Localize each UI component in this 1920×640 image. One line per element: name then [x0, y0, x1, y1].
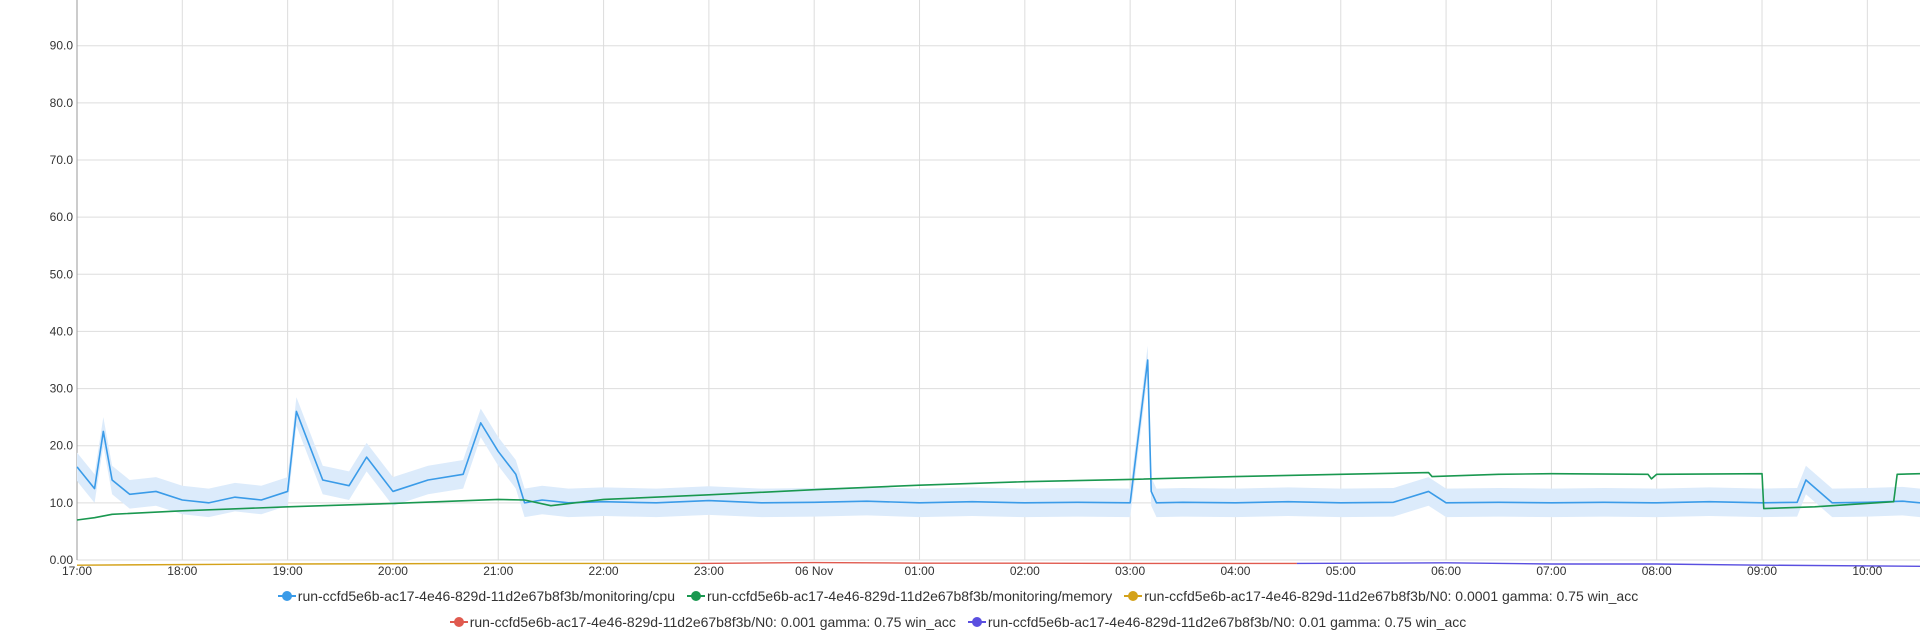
- legend-marker-n0-001: [449, 617, 468, 627]
- legend-label-memory: run-ccfd5e6b-ac17-4e46-829d-11d2e67b8f3b…: [707, 588, 1113, 604]
- legend-label-cpu: run-ccfd5e6b-ac17-4e46-829d-11d2e67b8f3b…: [297, 588, 676, 604]
- x-tick-label: 06:00: [1431, 564, 1461, 578]
- y-tick-label: 70.0: [50, 153, 74, 167]
- y-tick-label: 30.0: [50, 382, 74, 396]
- y-tick-label: 80.0: [50, 96, 74, 110]
- x-tick-label: 20:00: [378, 564, 408, 578]
- legend-row-2: run-ccfd5e6b-ac17-4e46-829d-11d2e67b8f3b…: [0, 614, 1920, 630]
- plot-area: 0.00 10.0 20.0 30.0 40.0 50.0 60.0 70.0 80.0 90.0…: [50, 0, 1920, 578]
- x-tick-label: 17:00: [62, 564, 92, 578]
- legend-marker-memory: [687, 591, 706, 601]
- legend-marker-cpu: [277, 591, 296, 601]
- series-line-n0_01: [1296, 562, 1920, 567]
- legend-item-cpu[interactable]: run-ccfd5e6b-ac17-4e46-829d-11d2e67b8f3b…: [277, 588, 676, 604]
- y-axis-ticks: 0.00 10.0 20.0 30.0 40.0 50.0 60.0 70.0 80.0 90.0: [50, 39, 74, 567]
- cpu-variance-band: [77, 345, 1920, 518]
- x-tick-label: 03:00: [1115, 564, 1145, 578]
- x-tick-label: 09:00: [1747, 564, 1777, 578]
- grid: [76, 0, 1920, 561]
- x-axis-ticks: 17:00 18:00 19:00 20:00 21:00 22:00 23:00 06 No…: [62, 564, 1883, 578]
- series-line-n0_0001: [76, 562, 701, 566]
- series-line-cpu: [76, 359, 1920, 504]
- y-tick-label: 60.0: [50, 210, 74, 224]
- x-tick-label: 18:00: [167, 564, 197, 578]
- y-tick-label: 90.0: [50, 39, 74, 53]
- x-tick-label: 07:00: [1536, 564, 1566, 578]
- x-tick-label: 21:00: [483, 564, 513, 578]
- x-tick-label: 02:00: [1010, 564, 1040, 578]
- x-tick-label: 10:00: [1852, 564, 1882, 578]
- legend-item-n0-01[interactable]: run-ccfd5e6b-ac17-4e46-829d-11d2e67b8f3b…: [967, 614, 1467, 630]
- series-lines: [76, 359, 1920, 567]
- cpu-band: [77, 345, 1920, 518]
- legend-label-n0-0001: run-ccfd5e6b-ac17-4e46-829d-11d2e67b8f3b…: [1144, 588, 1639, 604]
- legend-marker-n0-0001: [1124, 591, 1143, 601]
- legend-item-n0-0001[interactable]: run-ccfd5e6b-ac17-4e46-829d-11d2e67b8f3b…: [1124, 588, 1639, 604]
- y-tick-label: 20.0: [50, 439, 74, 453]
- y-tick-label: 40.0: [50, 324, 74, 338]
- series-line-n0_001: [700, 561, 1297, 565]
- x-tick-label: 04:00: [1220, 564, 1250, 578]
- series-line-memory: [76, 471, 1920, 521]
- y-tick-label: 10.0: [50, 496, 74, 510]
- x-tick-label: 08:00: [1642, 564, 1672, 578]
- legend-item-memory[interactable]: run-ccfd5e6b-ac17-4e46-829d-11d2e67b8f3b…: [687, 588, 1113, 604]
- y-tick-label: 0.00: [50, 553, 74, 567]
- legend-marker-n0-01: [967, 617, 986, 627]
- x-tick-label: 05:00: [1326, 564, 1356, 578]
- x-tick-label: 01:00: [904, 564, 934, 578]
- x-tick-label: 06 Nov: [795, 564, 833, 578]
- legend-row-1: run-ccfd5e6b-ac17-4e46-829d-11d2e67b8f3b…: [0, 588, 1920, 604]
- legend-label-n0-001: run-ccfd5e6b-ac17-4e46-829d-11d2e67b8f3b…: [469, 614, 956, 630]
- legend-label-n0-01: run-ccfd5e6b-ac17-4e46-829d-11d2e67b8f3b…: [987, 614, 1467, 630]
- legend-item-n0-001[interactable]: run-ccfd5e6b-ac17-4e46-829d-11d2e67b8f3b…: [449, 614, 956, 630]
- x-tick-label: 19:00: [273, 564, 303, 578]
- y-tick-label: 50.0: [50, 267, 74, 281]
- x-tick-label: 23:00: [694, 564, 724, 578]
- x-tick-label: 22:00: [589, 564, 619, 578]
